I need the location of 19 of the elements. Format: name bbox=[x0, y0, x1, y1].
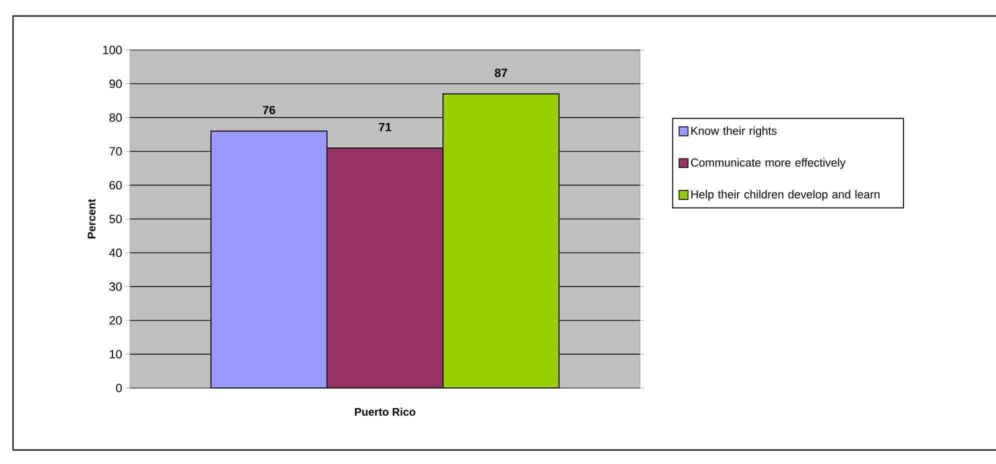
y-tick-label: 10 bbox=[110, 350, 122, 358]
y-tick-label: 90 bbox=[110, 80, 122, 88]
y-tick-label: 70 bbox=[110, 147, 122, 156]
y-tick-label: 0 bbox=[116, 384, 122, 392]
legend-label: Know their rights bbox=[691, 126, 777, 138]
data-label: 87 bbox=[494, 68, 508, 78]
y-axis-title: Percent bbox=[88, 199, 96, 238]
y-tick-label: 20 bbox=[110, 316, 122, 325]
y-tick-label: 50 bbox=[109, 214, 122, 224]
data-label: 76 bbox=[262, 106, 276, 114]
y-tick-label: 100 bbox=[103, 46, 122, 54]
y-tick-label: 40 bbox=[109, 248, 122, 258]
legend-label: Help their children develop and learn bbox=[691, 190, 880, 201]
y-tick-label: 30 bbox=[109, 282, 122, 291]
y-tick-label: 80 bbox=[109, 113, 122, 122]
data-label: 71 bbox=[378, 122, 392, 132]
legend-label: Communicate more effectively bbox=[691, 158, 846, 169]
x-tick-label: Puerto Rico bbox=[355, 408, 416, 416]
y-tick-label: 60 bbox=[110, 180, 122, 190]
